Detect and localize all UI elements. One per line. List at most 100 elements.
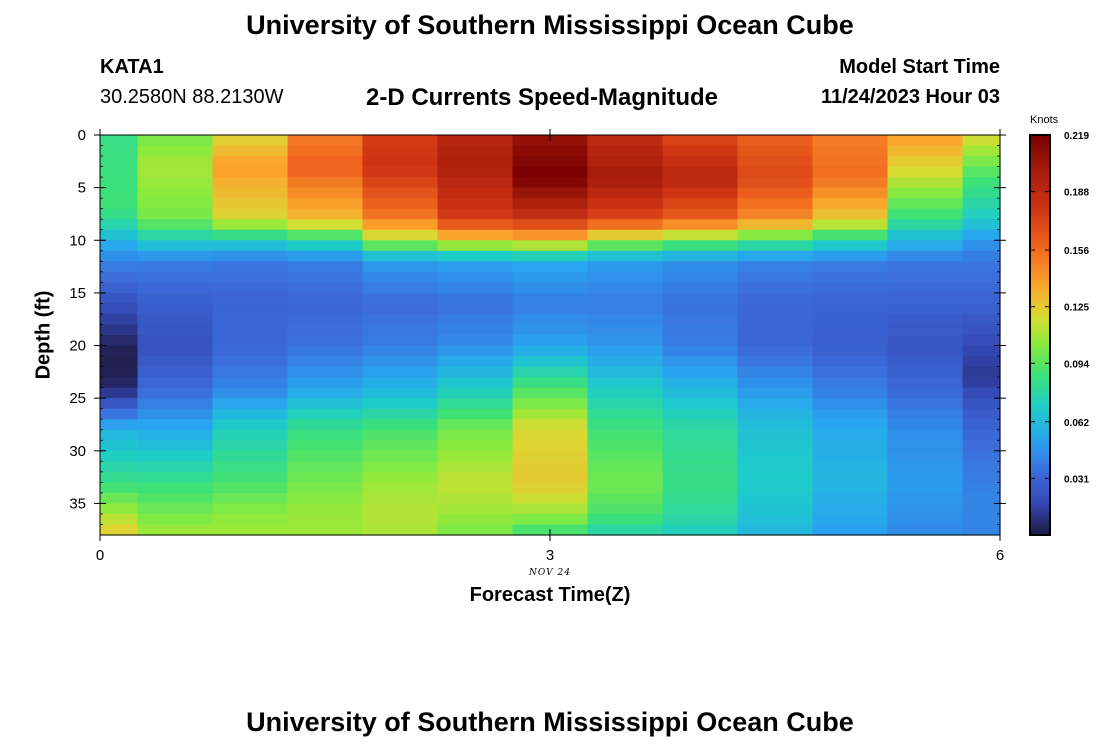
heatmap-cell: [212, 187, 289, 199]
heatmap-cell: [212, 271, 289, 283]
heatmap-cell: [100, 198, 139, 210]
heatmap-cell: [662, 492, 739, 505]
heatmap-cell: [362, 303, 439, 315]
heatmap-cell: [887, 292, 964, 305]
heatmap-cell: [100, 208, 139, 220]
heatmap-cell: [512, 419, 589, 431]
heatmap-cell: [887, 482, 964, 494]
heatmap-cell: [437, 345, 514, 357]
heatmap-cell: [962, 177, 1001, 189]
heatmap-cell: [962, 229, 1001, 241]
heatmap-cell: [887, 398, 964, 410]
heatmap-cell: [287, 303, 364, 315]
heatmap-cell: [437, 156, 514, 168]
heatmap-cell: [100, 450, 139, 462]
heatmap-cell: [212, 345, 289, 357]
heatmap-cell: [212, 219, 289, 231]
heatmap-cell: [212, 282, 289, 294]
heatmap-cell: [212, 292, 289, 305]
heatmap-cell: [962, 187, 1001, 199]
heatmap-cell: [100, 345, 139, 357]
heatmap-cell: [362, 387, 439, 399]
heatmap-cell: [137, 271, 214, 283]
heatmap-cell: [137, 482, 214, 494]
heatmap-cell: [362, 524, 439, 536]
heatmap-cell: [737, 408, 814, 420]
heatmap-cell: [212, 261, 289, 273]
heatmap-cell: [812, 240, 889, 252]
heatmap-cell: [662, 503, 739, 515]
heatmap-cell: [962, 377, 1001, 389]
heatmap-cell: [212, 429, 289, 441]
heatmap-cell: [587, 366, 664, 378]
heatmap-cell: [587, 313, 664, 326]
heatmap-cell: [137, 461, 214, 473]
heatmap-cell: [362, 440, 439, 452]
heatmap-cell: [437, 524, 514, 536]
heatmap-cell: [737, 166, 814, 178]
heatmap-cell: [887, 240, 964, 252]
heatmap-cell: [512, 356, 589, 368]
heatmap-cell: [287, 177, 364, 189]
heatmap-cell: [962, 313, 1001, 326]
heatmap-cell: [887, 250, 964, 262]
heatmap-cell: [887, 208, 964, 220]
heatmap-cell: [662, 524, 739, 536]
heatmap-cell: [962, 271, 1001, 283]
heatmap-cell: [362, 408, 439, 420]
heatmap-cell: [812, 503, 889, 515]
heatmap-cell: [287, 145, 364, 157]
heatmap-cell: [362, 461, 439, 473]
heatmap-cell: [287, 345, 364, 357]
heatmap-cell: [437, 513, 514, 526]
heatmap-cell: [212, 145, 289, 157]
heatmap-cell: [812, 366, 889, 378]
heatmap-cell: [287, 250, 364, 262]
heatmap-cell: [100, 313, 139, 326]
heatmap-cell: [512, 156, 589, 168]
heatmap-cell: [962, 503, 1001, 515]
heatmap-cell: [812, 145, 889, 157]
heatmap-cell: [887, 345, 964, 357]
heatmap-cell: [737, 261, 814, 273]
heatmap-cell: [662, 356, 739, 368]
heatmap-cell: [100, 292, 139, 305]
heatmap-cell: [512, 303, 589, 315]
heatmap-cell: [362, 135, 439, 147]
heatmap-cell: [212, 208, 289, 220]
heatmap-cell: [512, 335, 589, 347]
heatmap-cells: [100, 135, 1001, 536]
heatmap-cell: [212, 135, 289, 147]
heatmap-cell: [512, 187, 589, 199]
heatmap-cell: [362, 471, 439, 483]
heatmap-cell: [587, 198, 664, 210]
heatmap-cell: [100, 387, 139, 399]
heatmap-cell: [887, 135, 964, 147]
heatmap-cell: [962, 419, 1001, 431]
heatmap-cell: [100, 261, 139, 273]
heatmap-cell: [362, 419, 439, 431]
x-axis-date-label: NOV 24: [529, 568, 571, 578]
heatmap-cell: [887, 461, 964, 473]
heatmap-cell: [512, 145, 589, 157]
heatmap-cell: [512, 482, 589, 494]
heatmap-cell: [512, 377, 589, 389]
heatmap-cell: [812, 261, 889, 273]
heatmap-cell: [887, 335, 964, 347]
heatmap-cell: [212, 408, 289, 420]
heatmap-cell: [662, 219, 739, 231]
y-tick-label: 30: [69, 443, 86, 460]
heatmap-cell: [137, 292, 214, 305]
heatmap-cell: [100, 366, 139, 378]
heatmap-cell: [662, 240, 739, 252]
heatmap-cell: [587, 208, 664, 220]
heatmap-cell: [287, 187, 364, 199]
heatmap-cell: [962, 166, 1001, 178]
heatmap-cell: [587, 177, 664, 189]
heatmap-cell: [137, 166, 214, 178]
heatmap-cell: [287, 156, 364, 168]
heatmap-cell: [887, 229, 964, 241]
heatmap-cell: [437, 198, 514, 210]
heatmap-cell: [662, 513, 739, 526]
heatmap-cell: [662, 429, 739, 441]
